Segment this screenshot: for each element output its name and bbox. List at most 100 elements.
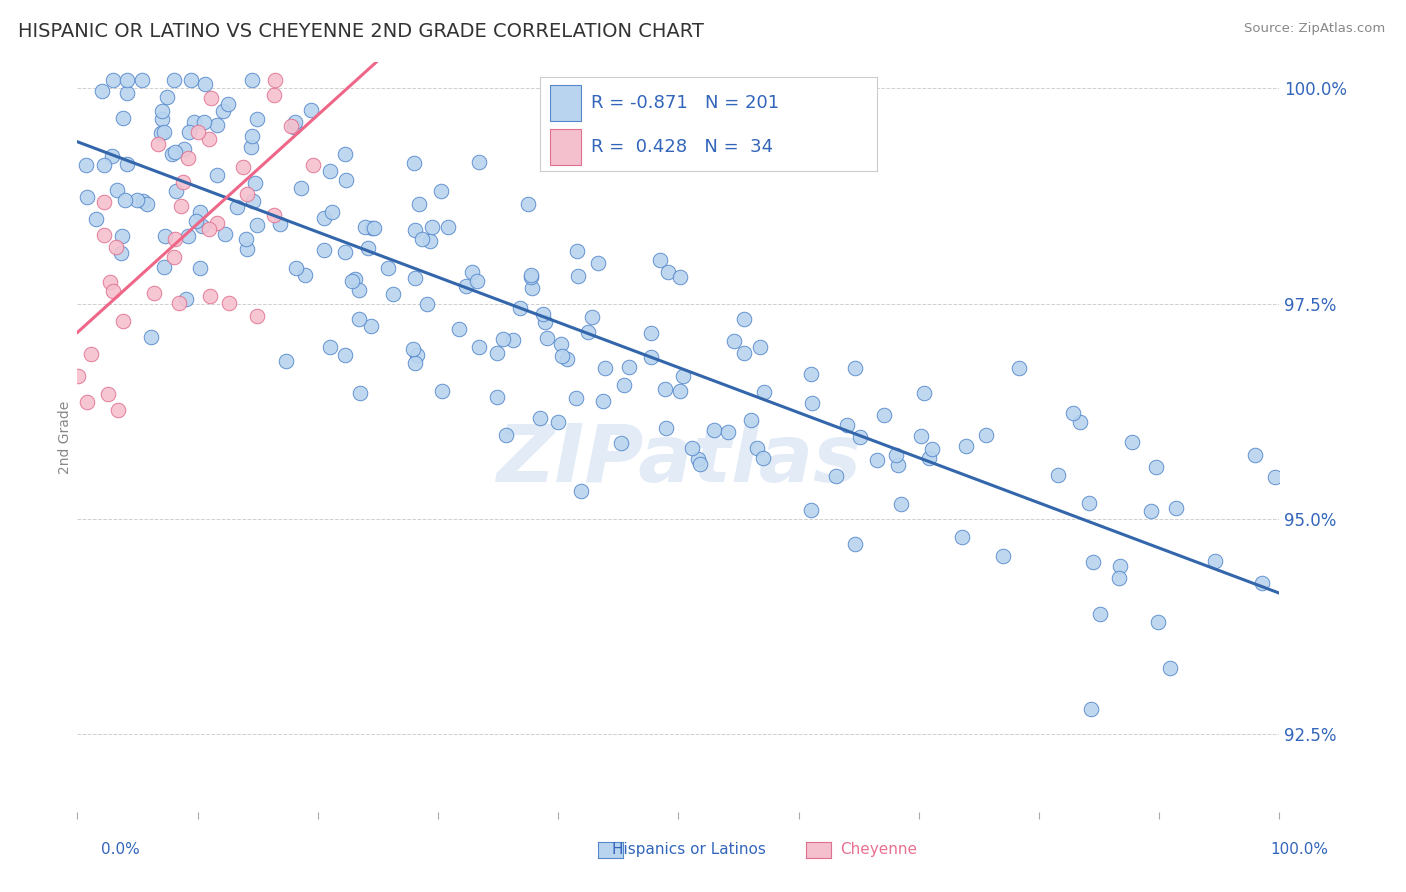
Point xyxy=(363,221,385,235)
Point xyxy=(264,72,287,87)
Point xyxy=(269,217,291,231)
Point xyxy=(236,186,259,201)
Point xyxy=(361,220,384,235)
Point xyxy=(301,158,323,172)
Point xyxy=(150,103,173,118)
Point xyxy=(800,367,823,381)
Point xyxy=(873,408,896,422)
Point xyxy=(640,326,662,341)
Point xyxy=(844,361,866,376)
Text: Hispanics or Latinos: Hispanics or Latinos xyxy=(612,842,766,856)
Point xyxy=(107,402,129,417)
Point xyxy=(408,197,430,211)
Point xyxy=(1081,555,1104,569)
Point xyxy=(910,429,932,443)
Point xyxy=(467,273,489,287)
Point xyxy=(1243,448,1265,462)
Point xyxy=(135,197,157,211)
Text: Cheyenne: Cheyenne xyxy=(841,842,917,856)
Point xyxy=(610,436,633,450)
Point xyxy=(312,244,335,258)
Point xyxy=(921,442,943,456)
Point xyxy=(613,377,636,392)
Point xyxy=(139,329,162,343)
Point xyxy=(533,315,555,329)
Point xyxy=(657,265,679,279)
Point xyxy=(76,190,98,204)
Point xyxy=(283,120,305,134)
Point xyxy=(240,129,263,144)
Point xyxy=(619,359,641,374)
Point xyxy=(103,284,125,298)
Point xyxy=(1250,575,1272,590)
Point xyxy=(1121,435,1143,450)
Point xyxy=(226,200,249,214)
Point xyxy=(163,250,186,264)
Point xyxy=(153,228,176,243)
Point xyxy=(299,103,322,117)
Text: 0.0%: 0.0% xyxy=(101,842,141,856)
Point xyxy=(263,208,285,222)
Point xyxy=(1264,470,1286,484)
Point xyxy=(581,310,603,324)
Point xyxy=(377,260,399,275)
Point xyxy=(340,274,363,288)
Point xyxy=(170,199,193,213)
Point xyxy=(593,361,616,376)
Point xyxy=(184,214,207,228)
Point xyxy=(1007,361,1029,376)
Point xyxy=(290,181,312,195)
Text: 100.0%: 100.0% xyxy=(1271,842,1329,856)
Point xyxy=(1080,702,1102,716)
Point xyxy=(955,439,977,453)
Point xyxy=(799,503,821,517)
Point xyxy=(991,549,1014,563)
Point xyxy=(146,137,169,152)
Point xyxy=(592,393,614,408)
Point xyxy=(93,158,115,172)
Point xyxy=(1069,415,1091,429)
Point xyxy=(655,421,678,435)
Point xyxy=(217,97,239,112)
Point xyxy=(172,175,194,189)
Point xyxy=(733,346,755,360)
Point xyxy=(263,87,285,102)
Point xyxy=(165,232,187,246)
Point xyxy=(205,118,228,132)
Point xyxy=(318,341,340,355)
Point xyxy=(165,145,187,159)
Point xyxy=(824,469,846,483)
Point xyxy=(648,252,671,267)
Point xyxy=(976,427,998,442)
Point xyxy=(835,417,858,432)
Point xyxy=(404,356,426,370)
Point xyxy=(437,219,460,234)
Point xyxy=(165,184,187,198)
Point xyxy=(551,349,574,363)
Point xyxy=(950,530,973,544)
Point xyxy=(274,354,297,368)
Point xyxy=(117,72,139,87)
Point xyxy=(1164,500,1187,515)
Point xyxy=(349,283,371,297)
Point xyxy=(335,173,357,187)
Point xyxy=(520,281,543,295)
Point xyxy=(547,416,569,430)
Point xyxy=(844,537,866,551)
Point xyxy=(588,256,610,270)
Point xyxy=(349,312,371,326)
Point xyxy=(93,228,115,243)
Point xyxy=(654,383,676,397)
Point xyxy=(688,452,710,467)
Point xyxy=(111,229,134,244)
Point xyxy=(319,164,342,178)
Point xyxy=(246,112,269,126)
Point xyxy=(333,244,356,259)
Point xyxy=(669,384,692,399)
Point xyxy=(294,268,316,282)
Point xyxy=(179,125,201,139)
Point xyxy=(529,410,551,425)
Point xyxy=(567,244,589,259)
Point xyxy=(187,125,209,139)
Point xyxy=(382,286,405,301)
